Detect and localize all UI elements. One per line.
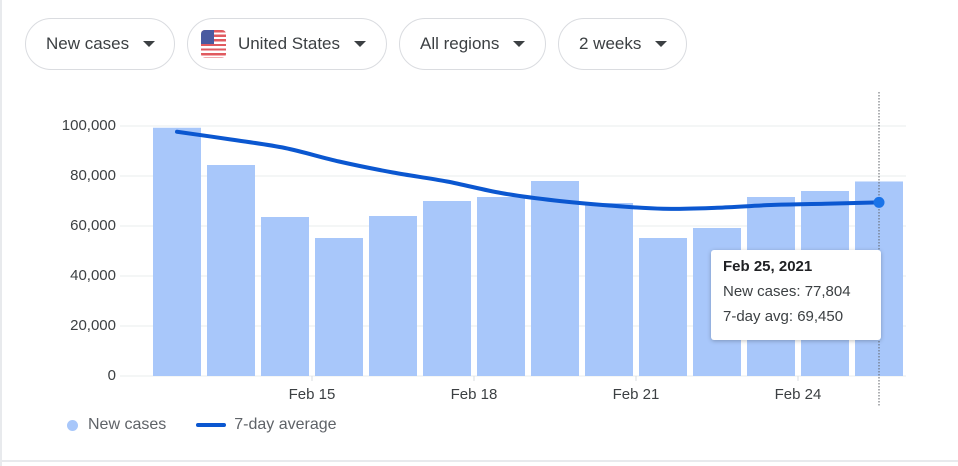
x-tick-label: Feb 18 bbox=[450, 386, 498, 403]
caret-down-icon bbox=[354, 41, 366, 47]
range-dropdown[interactable]: 2 weeks bbox=[558, 18, 687, 70]
y-tick-label: 60,000 bbox=[70, 217, 116, 234]
caret-down-icon bbox=[513, 41, 526, 47]
metric-dropdown[interactable]: New cases bbox=[25, 18, 175, 70]
bar-feb-18[interactable] bbox=[477, 197, 525, 376]
bar-feb-14[interactable] bbox=[261, 217, 309, 376]
tooltip-new-cases: New cases: 77,804 bbox=[723, 283, 851, 300]
range-dropdown-label: 2 weeks bbox=[579, 34, 642, 53]
filter-bar: New cases United States All regions 2 we… bbox=[25, 18, 687, 70]
legend-new-cases[interactable]: New cases bbox=[88, 416, 167, 433]
new-cases-legend-dot-icon bbox=[67, 419, 78, 431]
tooltip-date: Feb 25, 2021 bbox=[723, 258, 813, 275]
x-tick-label: Feb 24 bbox=[774, 386, 822, 403]
x-tick-label: Feb 15 bbox=[288, 386, 336, 403]
average-legend-line-icon bbox=[196, 423, 227, 427]
card-left-border bbox=[0, 0, 2, 466]
region-dropdown-label: All regions bbox=[420, 34, 500, 53]
caret-down-icon bbox=[143, 41, 156, 47]
y-tick-label: 100,000 bbox=[61, 117, 116, 134]
y-tick-label: 20,000 bbox=[70, 317, 116, 334]
y-tick-label: 0 bbox=[107, 367, 116, 384]
chart-legend: New cases 7-day average bbox=[67, 416, 337, 434]
region-dropdown[interactable]: All regions bbox=[399, 18, 546, 70]
bar-feb-19[interactable] bbox=[531, 181, 579, 376]
metric-dropdown-label: New cases bbox=[46, 34, 130, 53]
bar-feb-20[interactable] bbox=[585, 203, 633, 376]
seven-day-average-line bbox=[175, 129, 881, 211]
bar-feb-12[interactable] bbox=[153, 127, 201, 376]
country-dropdown[interactable]: United States bbox=[187, 18, 387, 70]
us-flag-icon bbox=[201, 30, 226, 58]
legend-average[interactable]: 7-day average bbox=[234, 416, 337, 433]
y-tick-label: 80,000 bbox=[70, 167, 116, 184]
card-bottom-border bbox=[0, 460, 958, 462]
highlight-point bbox=[873, 196, 885, 208]
y-tick-label: 40,000 bbox=[70, 267, 116, 284]
tooltip-average: 7-day avg: 69,450 bbox=[723, 308, 844, 325]
x-tick-label: Feb 21 bbox=[612, 386, 660, 403]
country-dropdown-label: United States bbox=[237, 34, 340, 53]
caret-down-icon bbox=[655, 41, 668, 47]
bar-feb-16[interactable] bbox=[369, 216, 417, 376]
chart-tooltip: Feb 25, 2021 New cases: 77,804 7-day avg… bbox=[711, 250, 881, 340]
bar-feb-13[interactable] bbox=[207, 165, 255, 376]
bar-feb-21[interactable] bbox=[639, 238, 687, 376]
bar-feb-17[interactable] bbox=[423, 201, 471, 376]
bar-feb-15[interactable] bbox=[315, 238, 363, 376]
